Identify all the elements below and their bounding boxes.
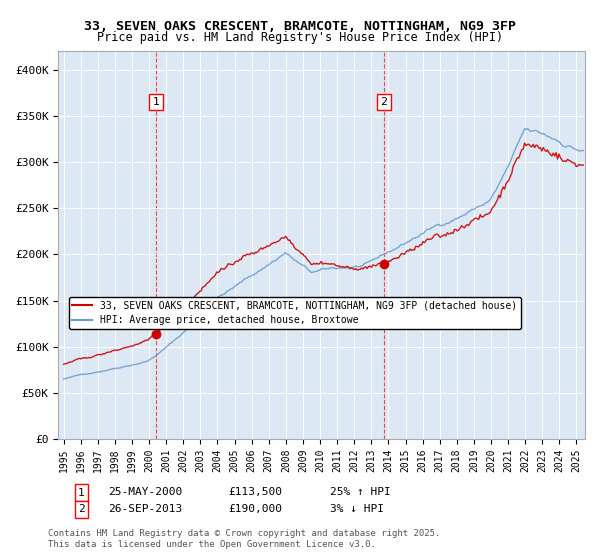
Text: 26-SEP-2013: 26-SEP-2013 (108, 504, 182, 514)
Text: 25% ↑ HPI: 25% ↑ HPI (330, 487, 391, 497)
Text: 2: 2 (78, 505, 85, 515)
Text: 25-MAY-2000: 25-MAY-2000 (108, 487, 182, 497)
Legend: 33, SEVEN OAKS CRESCENT, BRAMCOTE, NOTTINGHAM, NG9 3FP (detached house), HPI: Av: 33, SEVEN OAKS CRESCENT, BRAMCOTE, NOTTI… (68, 297, 521, 329)
Text: 1: 1 (152, 97, 160, 107)
Text: Price paid vs. HM Land Registry's House Price Index (HPI): Price paid vs. HM Land Registry's House … (97, 31, 503, 44)
Text: 1: 1 (78, 488, 85, 498)
Text: 33, SEVEN OAKS CRESCENT, BRAMCOTE, NOTTINGHAM, NG9 3FP: 33, SEVEN OAKS CRESCENT, BRAMCOTE, NOTTI… (84, 20, 516, 32)
Text: £190,000: £190,000 (228, 504, 282, 514)
Text: 3% ↓ HPI: 3% ↓ HPI (330, 504, 384, 514)
Text: Contains HM Land Registry data © Crown copyright and database right 2025.
This d: Contains HM Land Registry data © Crown c… (48, 529, 440, 549)
Text: 2: 2 (380, 97, 388, 107)
Text: £113,500: £113,500 (228, 487, 282, 497)
